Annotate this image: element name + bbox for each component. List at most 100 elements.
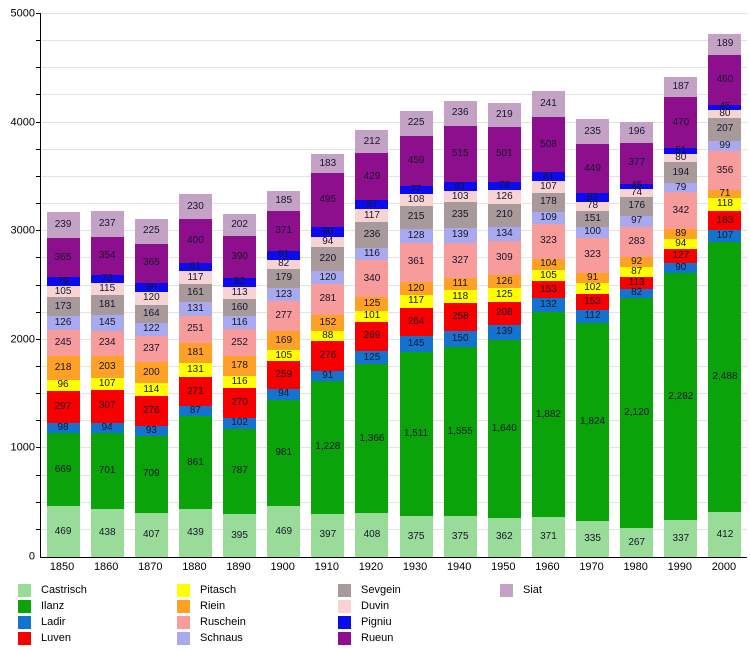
bar-cell-1990: 337 2,282 90 127 94 89 342 79 194 80 51 470 187	[659, 14, 703, 557]
segment-value: 151	[584, 212, 601, 224]
segment-value: 276	[142, 404, 160, 416]
y-tick-1250	[36, 420, 41, 422]
segment-value: 2,282	[668, 390, 694, 402]
bar-1980: 267 2,120 82 113 87 92 283 97 176 74 45 377 196	[620, 14, 654, 557]
segment-value: 2,488	[712, 371, 738, 383]
segment-value: 397	[319, 529, 337, 541]
y-tick-5000	[36, 13, 41, 14]
segment-value: 354	[98, 249, 116, 261]
segment-sevgein-1880: 161	[178, 284, 212, 302]
segment-value: 235	[584, 125, 601, 137]
legend-item-ladir: Ladir	[18, 614, 177, 630]
segment-luven-1990: 127	[664, 249, 698, 263]
segment-ilanz-1920: 1,366	[355, 364, 389, 513]
segment-pitasch-1850: 96	[46, 380, 80, 391]
segment-pigniu-1850: 79	[46, 276, 80, 286]
segment-value: 236	[451, 107, 469, 119]
segment-ilanz-1930: 1,511	[399, 352, 433, 517]
legend-item-duvin: Duvin	[338, 598, 500, 614]
y-axis-label-1000: 1000	[10, 441, 35, 454]
segment-pigniu-1890: 82	[223, 277, 257, 287]
segment-luven-1870: 276	[134, 395, 168, 426]
segment-value: 225	[142, 225, 160, 237]
plot-area: 0 1000 2000 3000 4000 5000 469 669 98 297 96 218 24…	[11, 8, 747, 562]
y-tick-4750	[36, 40, 41, 42]
bar-1920: 408 1,366 125 269 101 125 340 116 236 117 87 429 212	[355, 14, 389, 557]
segment-value: 71	[719, 187, 731, 199]
segment-value: 161	[187, 286, 204, 298]
segment-value: 323	[584, 249, 601, 261]
segment-value: 277	[275, 310, 293, 322]
segment-value: 97	[631, 215, 643, 227]
segment-value: 150	[451, 333, 469, 345]
x-cell-1930: 1930	[393, 560, 437, 578]
segment-pigniu-1880: 81	[178, 262, 212, 272]
segment-riein-1910: 152	[311, 314, 345, 332]
segment-value: 111	[452, 278, 468, 290]
segment-luven-1890: 270	[223, 388, 257, 418]
segment-ruschein-1990: 342	[664, 192, 698, 230]
segment-value: 323	[540, 235, 557, 247]
segment-schnaus-1880: 131	[178, 301, 212, 316]
x-cell-1870: 1870	[128, 560, 172, 578]
segment-sevgein-1950: 210	[487, 203, 521, 227]
legend-item-pigniu: Pigniu	[338, 614, 500, 630]
segment-castrisch-1970: 335	[576, 520, 610, 557]
segment-riein-1920: 125	[355, 297, 389, 311]
y-tick-750	[36, 474, 41, 476]
segment-value: 460	[716, 73, 734, 85]
segment-value: 125	[363, 351, 381, 363]
segment-duvin-1950: 126	[487, 190, 521, 204]
segment-schnaus-1980: 97	[620, 215, 654, 227]
segment-ruschein-1940: 327	[443, 242, 477, 279]
segment-value: 235	[451, 208, 469, 220]
x-cell-1940: 1940	[437, 560, 481, 578]
bar-cell-1960: 371 1,882 132 153 105 104 323 109 178 107 81 508 241	[526, 14, 570, 557]
legend-label-ruschein: Ruschein	[200, 615, 246, 628]
segment-luven-1850: 297	[46, 390, 80, 423]
segment-value: 361	[407, 256, 425, 268]
segment-value: 80	[719, 107, 731, 119]
segment-ruschein-1980: 283	[620, 226, 654, 258]
segment-duvin-1920: 117	[355, 209, 389, 222]
segment-value: 88	[322, 329, 334, 341]
segment-value: 94	[101, 422, 113, 434]
segment-siat-1950: 219	[487, 103, 521, 128]
segment-schnaus-1910: 120	[311, 271, 345, 285]
x-cell-1880: 1880	[172, 560, 216, 578]
segment-schnaus-1900: 123	[267, 288, 301, 302]
bar-1970: 335 1,824 112 153 102 91 323 100 151 78 82 449 235	[576, 14, 610, 557]
segment-value: 1,882	[535, 408, 561, 420]
segment-ladir-1870: 93	[134, 425, 168, 436]
segment-value: 181	[187, 346, 204, 358]
segment-value: 78	[498, 179, 510, 191]
segment-pigniu-1920: 87	[355, 199, 389, 210]
segment-value: 362	[495, 531, 513, 543]
legend-swatch-ruschein	[177, 615, 190, 629]
segment-siat-1860: 237	[90, 210, 124, 237]
segment-value: 271	[187, 385, 204, 397]
segment-ilanz-1870: 709	[134, 435, 168, 513]
segment-value: 340	[363, 272, 381, 284]
segment-value: 120	[319, 271, 337, 283]
segment-pitasch-1960: 105	[531, 270, 565, 282]
segment-duvin-1850: 105	[46, 286, 80, 298]
segment-ilanz-2000: 2,488	[708, 242, 742, 513]
segment-value: 390	[231, 250, 248, 262]
bar-1990: 337 2,282 90 127 94 89 342 79 194 80 51 470 187	[664, 14, 698, 557]
segment-schnaus-1870: 122	[134, 322, 168, 336]
segment-rueun-1890: 390	[223, 235, 257, 278]
segment-castrisch-1890: 395	[223, 514, 257, 557]
segment-pitasch-1870: 114	[134, 383, 168, 396]
segment-value: 98	[57, 422, 69, 434]
segment-pitasch-1900: 105	[267, 349, 301, 362]
segment-value: 194	[672, 166, 690, 178]
x-cell-1980: 1980	[614, 560, 658, 578]
segment-value: 176	[628, 200, 646, 212]
legend-column-3: Sevgein Duvin Pigniu Rueun	[338, 582, 500, 646]
segment-value: 179	[275, 272, 293, 284]
segment-luven-1980: 113	[620, 276, 654, 289]
segment-ladir-1850: 98	[46, 422, 80, 434]
segment-value: 120	[142, 292, 160, 304]
legend-swatch-pigniu	[338, 615, 351, 629]
